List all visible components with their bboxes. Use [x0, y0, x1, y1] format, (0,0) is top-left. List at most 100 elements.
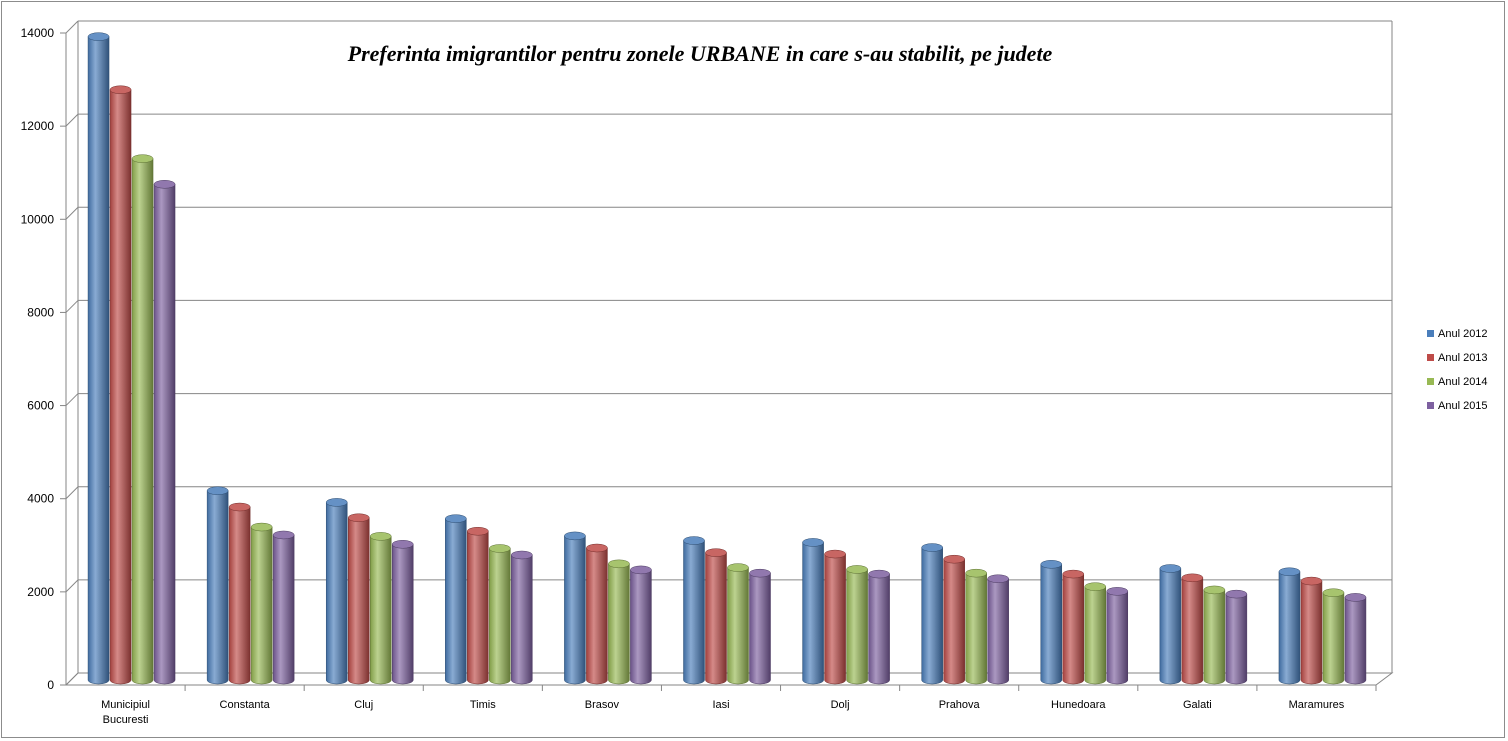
- bar-body: [369, 536, 392, 685]
- bar: [206, 486, 229, 685]
- bar: [1040, 560, 1063, 685]
- bar: [921, 543, 943, 685]
- x-tick-label: Dolj: [831, 699, 850, 711]
- legend-item: Anul 2014: [1427, 376, 1488, 388]
- bar-body: [846, 569, 868, 685]
- bar-top: [1322, 588, 1345, 597]
- bar-body: [131, 158, 154, 685]
- bar-body: [467, 530, 489, 685]
- bar-top: [1300, 576, 1323, 586]
- legend-swatch: [1427, 402, 1434, 409]
- x-tick-labels: Municipiul Bucuresti Constanta Cluj Timis Bra…: [101, 699, 1345, 726]
- y-tick-label: 12000: [21, 119, 55, 133]
- bar: [965, 568, 987, 685]
- bar: [1300, 576, 1323, 685]
- bar-body: [705, 552, 727, 685]
- bar-top: [1181, 573, 1204, 583]
- bar: [943, 554, 965, 685]
- bar-top: [608, 559, 630, 569]
- bar-body: [1181, 577, 1204, 685]
- chart-title: Preferinta imigrantilor pentru zonele UR…: [347, 41, 1053, 66]
- bar-top: [153, 180, 176, 189]
- bar: [369, 532, 392, 685]
- bar-top: [1040, 560, 1063, 569]
- bar-top: [489, 544, 511, 553]
- bar: [608, 559, 630, 685]
- bar-body: [1344, 597, 1367, 685]
- bar-top: [965, 568, 987, 578]
- x-tick-label: Cluj: [354, 699, 373, 711]
- bar-top: [586, 543, 608, 553]
- bar-top: [824, 549, 846, 559]
- bar-top: [1344, 593, 1367, 602]
- bar: [564, 531, 586, 685]
- x-tick-label: Maramures: [1289, 699, 1345, 711]
- bar: [250, 522, 273, 685]
- legend-label: Anul 2015: [1438, 400, 1488, 412]
- x-tick-label: Timis: [470, 699, 496, 711]
- y-tick-label: 0: [47, 678, 54, 692]
- legend-label: Anul 2013: [1438, 352, 1488, 364]
- bar-body: [1278, 571, 1301, 685]
- bar-body: [987, 578, 1009, 685]
- y-tick-label: 8000: [27, 305, 54, 319]
- x-tick-label: Galati: [1183, 699, 1212, 711]
- y-tick-label: 14000: [21, 26, 55, 40]
- bar: [325, 498, 348, 685]
- bar-body: [824, 553, 846, 685]
- legend-item: Anul 2015: [1427, 400, 1488, 412]
- bar-top: [564, 531, 586, 541]
- bar: [1084, 582, 1107, 685]
- legend-label: Anul 2012: [1438, 328, 1488, 340]
- legend-swatch: [1427, 354, 1434, 361]
- bar-body: [489, 548, 511, 685]
- y-tick-label: 4000: [27, 492, 54, 506]
- bar-body: [868, 573, 890, 685]
- bar-top: [630, 565, 652, 575]
- bar-body: [87, 36, 110, 685]
- bar-body: [1084, 586, 1107, 685]
- bar-body: [727, 567, 749, 685]
- bar: [683, 536, 705, 685]
- bar: [802, 538, 824, 685]
- y-tick-label: 2000: [27, 585, 54, 599]
- bar-top: [206, 486, 229, 495]
- bar-body: [445, 518, 467, 685]
- y-tick-label: 6000: [27, 399, 54, 413]
- bar-top: [1159, 564, 1182, 573]
- x-tick-label: Brasov: [585, 699, 620, 711]
- bar-top: [325, 498, 348, 507]
- bar: [1322, 588, 1345, 685]
- y-tick-labels: 0 2000 4000 6000 8000 10000 12000 14000: [21, 26, 55, 692]
- bar-body: [608, 563, 630, 685]
- bar-body: [1040, 564, 1063, 685]
- bar-body: [1203, 589, 1226, 685]
- bar-top: [683, 536, 705, 545]
- legend-swatch: [1427, 378, 1434, 385]
- bar-body: [1159, 568, 1182, 685]
- bar: [109, 85, 132, 685]
- bar-top: [1278, 567, 1301, 577]
- bar: [1062, 569, 1085, 685]
- bar: [391, 540, 414, 685]
- bar: [1159, 564, 1182, 685]
- bar-top: [802, 538, 824, 547]
- bar-body: [250, 526, 273, 685]
- bar-body: [965, 572, 987, 685]
- bar-body: [802, 542, 824, 685]
- y-tick-label: 10000: [21, 212, 55, 226]
- bar-top: [369, 532, 392, 541]
- bar-body: [586, 547, 608, 685]
- bar-body: [228, 506, 251, 685]
- bar-top: [1062, 569, 1085, 579]
- gridline-side: [65, 393, 79, 406]
- bar-top: [272, 530, 295, 540]
- bar: [1344, 593, 1367, 685]
- bar-body: [749, 572, 771, 685]
- bar-top: [391, 540, 414, 549]
- bar-top: [228, 502, 251, 512]
- legend-label: Anul 2014: [1438, 376, 1488, 388]
- bar-top: [87, 32, 110, 41]
- gridline-side: [65, 206, 79, 220]
